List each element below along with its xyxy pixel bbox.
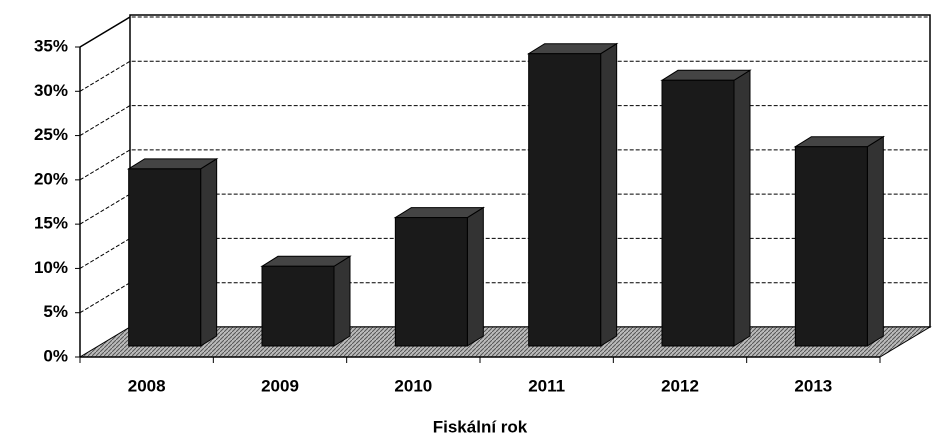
bar-front <box>394 217 468 347</box>
bar-side <box>333 255 351 347</box>
bar-top <box>126 158 219 170</box>
bar-front <box>794 146 868 347</box>
y-tick-label: 10% <box>34 258 68 277</box>
bar-top <box>393 207 486 219</box>
x-tick-label: 2010 <box>394 376 432 395</box>
bar-front <box>528 53 602 347</box>
bar <box>660 69 752 347</box>
bar-front <box>661 79 735 347</box>
bar-side <box>600 42 618 347</box>
bar-top <box>526 43 619 55</box>
bar-side <box>866 135 884 347</box>
y-tick-label: 5% <box>43 302 68 321</box>
bar-top <box>660 69 752 81</box>
x-tick-label: 2011 <box>528 376 565 395</box>
bar-top <box>260 255 352 267</box>
bar-side <box>466 206 484 347</box>
x-tick-label: 2012 <box>661 376 699 395</box>
bar-side <box>200 157 218 347</box>
y-tick-label: 30% <box>34 81 68 100</box>
bar-front <box>261 265 335 347</box>
y-tick-label: 0% <box>43 346 68 365</box>
bar <box>393 206 486 347</box>
bar <box>260 255 352 347</box>
grid-line <box>79 60 930 92</box>
x-axis-title: Fiskální rok <box>433 417 528 436</box>
x-tick-label: 2013 <box>794 376 832 395</box>
bar-top <box>793 136 886 148</box>
bar <box>126 157 219 347</box>
bar-side <box>733 69 751 347</box>
bar-front <box>128 168 202 347</box>
bar <box>793 135 886 347</box>
x-tick-label: 2008 <box>128 376 166 395</box>
y-tick-label: 25% <box>34 125 68 144</box>
bar <box>526 42 619 347</box>
grid-line <box>79 16 930 48</box>
y-tick-label: 35% <box>34 36 68 55</box>
y-tick-label: 20% <box>34 169 68 188</box>
y-tick-label: 15% <box>34 214 68 233</box>
x-tick-label: 2009 <box>261 376 299 395</box>
